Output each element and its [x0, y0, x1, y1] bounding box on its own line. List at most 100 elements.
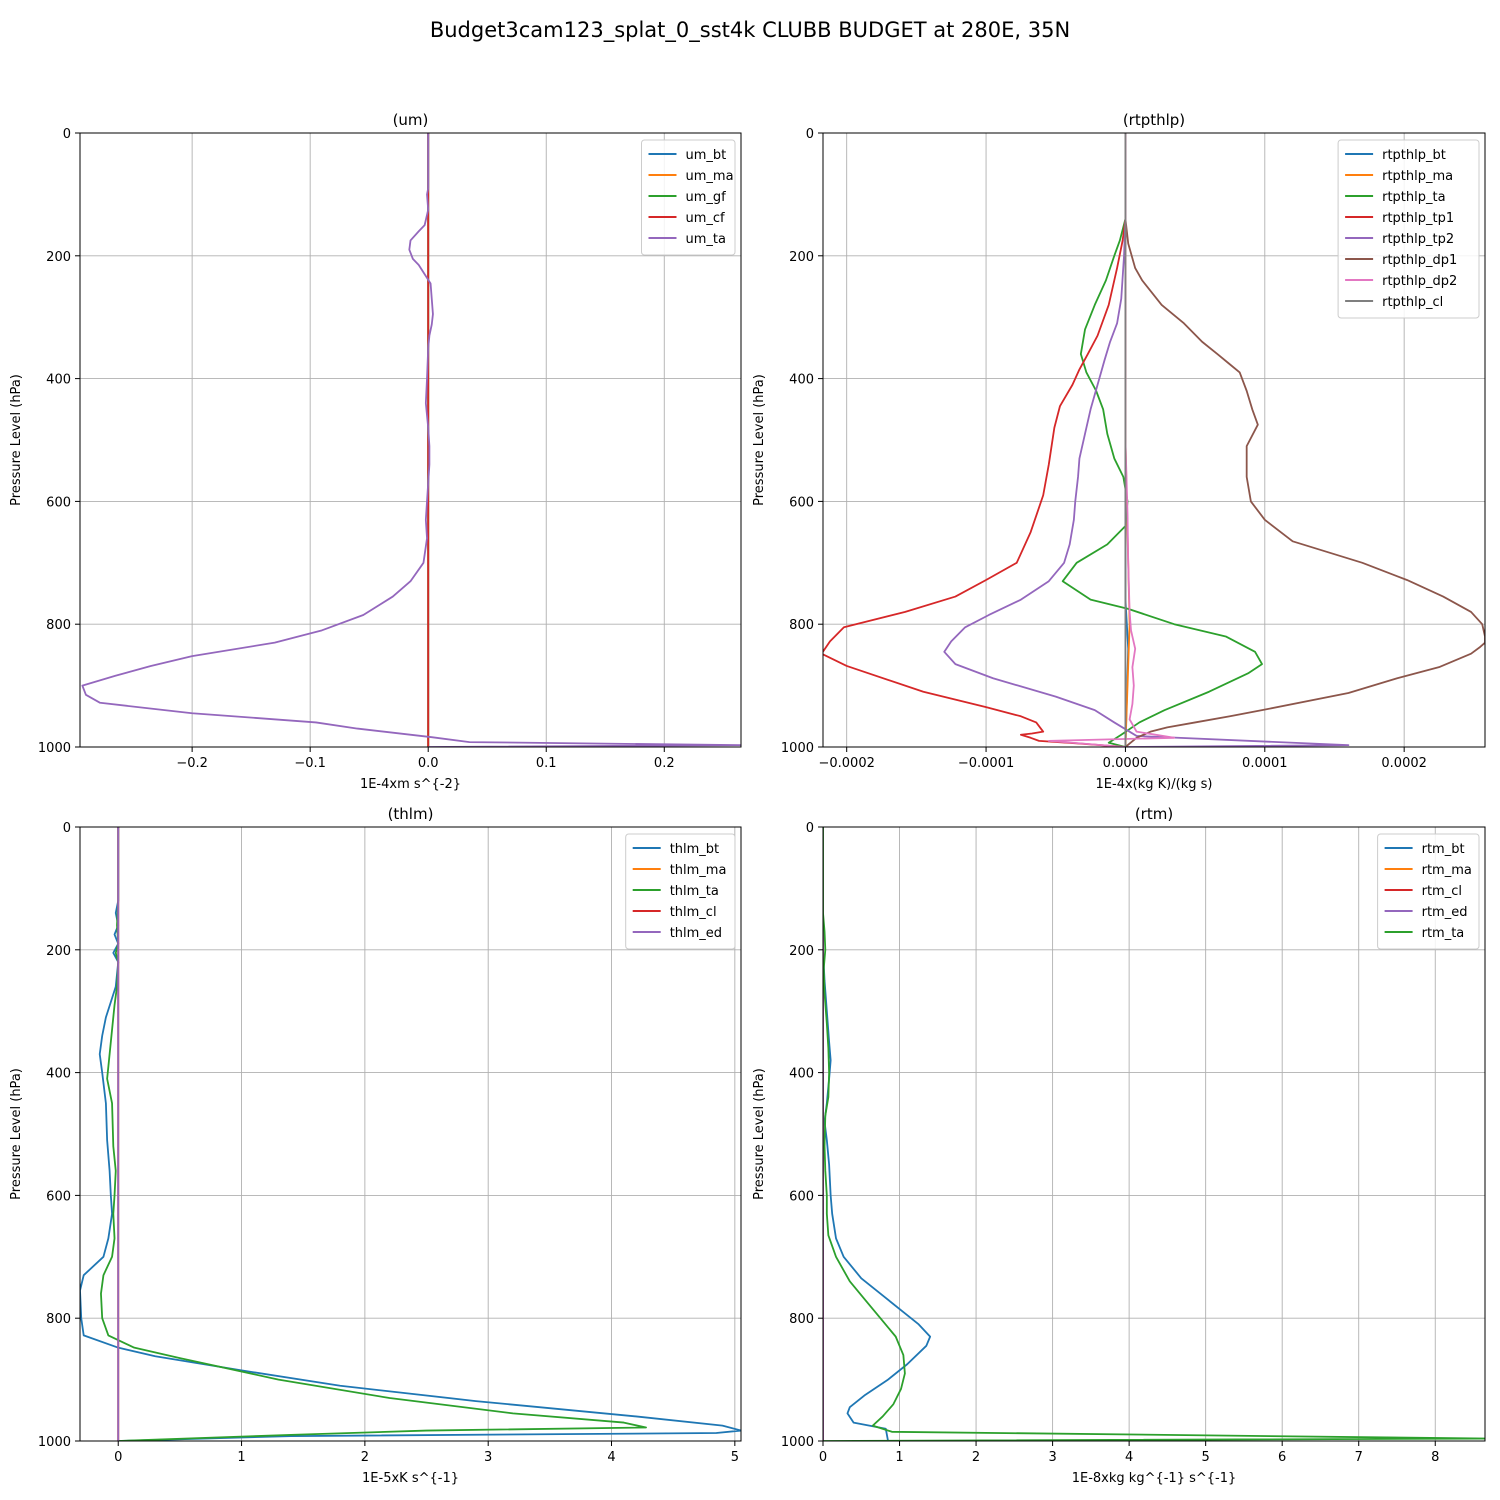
x-tick-label: −0.1	[294, 756, 326, 771]
x-tick-label: −0.0001	[958, 756, 1014, 771]
y-axis-label: Pressure Level (hPa)	[752, 1068, 767, 1200]
y-tick-label: 1000	[781, 1435, 814, 1450]
x-tick-label: 0.2	[654, 756, 675, 771]
y-axis-label: Pressure Level (hPa)	[9, 1068, 24, 1200]
series-line-rtpthlp_ta	[1061, 133, 1263, 747]
axes-frame	[79, 132, 742, 748]
y-tick-label: 400	[789, 373, 814, 388]
x-tick-label: 0.0	[418, 756, 439, 771]
x-tick-label: 0.0001	[1242, 756, 1288, 771]
y-axis-label: Pressure Level (hPa)	[752, 374, 767, 506]
legend-box	[1337, 139, 1480, 319]
axes-frame	[79, 826, 742, 1442]
series-line-rtm_ta	[823, 827, 1485, 1441]
y-tick-label: 400	[46, 373, 71, 388]
x-tick-label: 4	[1125, 1450, 1133, 1465]
legend-label: um_ta	[686, 232, 726, 247]
legend-label: rtpthlp_ma	[1382, 169, 1453, 184]
axes-frame	[822, 132, 1486, 748]
legend-label: rtpthlp_cl	[1382, 295, 1443, 310]
legend: rtpthlp_bt rtpthlp_ma rtpthlp_ta rtpthlp_tp…	[1337, 139, 1480, 319]
y-tick-label: 600	[46, 495, 71, 510]
x-axis-label: 1E-4x(kg K)/(kg s)	[1096, 777, 1213, 792]
panel-title: (um)	[393, 111, 429, 129]
y-tick-label: 0	[63, 127, 71, 142]
legend-box	[641, 139, 736, 256]
legend-label: rtm_ma	[1422, 863, 1472, 878]
x-tick-label: 5	[731, 1450, 739, 1465]
x-axis-label: 1E-8xkg kg^{-1} s^{-1}	[1072, 1471, 1237, 1486]
axes-frame	[822, 826, 1486, 1442]
x-tick-label: 8	[1431, 1450, 1439, 1465]
y-tick-label: 400	[46, 1067, 71, 1082]
legend-label: rtm_ed	[1422, 905, 1468, 920]
x-tick-label: 2	[972, 1450, 980, 1465]
legend-label: rtpthlp_tp2	[1382, 232, 1454, 247]
y-axis-label: Pressure Level (hPa)	[9, 374, 24, 506]
legend-label: rtpthlp_ta	[1382, 190, 1445, 205]
y-tick-label: 800	[789, 1312, 814, 1327]
figure-title: Budget3cam123_splat_0_sst4k CLUBB BUDGET…	[430, 18, 1070, 43]
panel-title: (thlm)	[388, 805, 434, 823]
x-tick-label: −0.2	[176, 756, 208, 771]
legend-label: rtm_cl	[1422, 884, 1462, 899]
panel-rtm: 0 1 2 3 4 5 6 7 8 0 200 400 600 800 1000 (rtm) 1E-8xkg k…	[752, 805, 1486, 1486]
panel-rtpthlp: −0.0002 −0.0001 0.0000 0.0001 0.0002 0 200 400 6…	[752, 111, 1486, 792]
legend-box	[625, 833, 736, 950]
y-tick-label: 1000	[781, 741, 814, 756]
legend-label: rtpthlp_dp2	[1382, 274, 1457, 289]
x-tick-label: 5	[1202, 1450, 1210, 1465]
legend: rtm_bt rtm_ma rtm_cl rtm_ed rtm_ta	[1377, 833, 1480, 950]
y-tick-label: 1000	[38, 741, 71, 756]
y-tick-label: 600	[789, 495, 814, 510]
x-tick-label: 1	[895, 1450, 903, 1465]
legend: thlm_bt thlm_ma thlm_ta thlm_cl thlm_ed	[625, 833, 736, 950]
x-axis-label: 1E-5xK s^{-1}	[362, 1471, 459, 1486]
series-line-thlm_bt	[80, 827, 741, 1441]
panel-um: −0.2 −0.1 0.0 0.1 0.2 0 200 400 600 800 1000 (um) 1E…	[9, 111, 742, 792]
x-tick-label: 0.1	[536, 756, 557, 771]
y-tick-label: 200	[46, 944, 71, 959]
series-line-rtpthlp_tp2	[943, 133, 1350, 747]
legend-label: rtm_bt	[1422, 842, 1465, 857]
x-tick-label: 3	[1048, 1450, 1056, 1465]
legend-label: thlm_ta	[670, 884, 719, 899]
series-line-rtpthlp_dp1	[1124, 133, 1485, 747]
x-tick-label: 0	[114, 1450, 122, 1465]
y-tick-label: 0	[806, 821, 814, 836]
legend-label: thlm_ed	[670, 926, 722, 941]
x-tick-label: −0.0002	[818, 756, 874, 771]
series-group	[823, 827, 1485, 1441]
legend-label: um_bt	[686, 148, 727, 163]
series-line-rtpthlp_dp2	[1047, 133, 1176, 747]
y-tick-label: 1000	[38, 1435, 71, 1450]
x-tick-label: 6	[1278, 1450, 1286, 1465]
panel-title: (rtm)	[1135, 805, 1173, 823]
legend-label: rtpthlp_dp1	[1382, 253, 1457, 268]
legend-label: thlm_bt	[670, 842, 719, 857]
series-line-um_ta	[81, 133, 741, 747]
x-tick-label: 2	[361, 1450, 369, 1465]
legend-box	[1377, 833, 1480, 950]
y-tick-label: 0	[63, 821, 71, 836]
series-line-rtm_bt	[823, 827, 932, 1441]
x-tick-label: 3	[484, 1450, 492, 1465]
legend-label: rtpthlp_tp1	[1382, 211, 1454, 226]
y-tick-label: 800	[46, 618, 71, 633]
x-axis-label: 1E-4xm s^{-2}	[360, 777, 461, 792]
legend-label: thlm_cl	[670, 905, 717, 920]
legend-label: um_gf	[686, 190, 727, 205]
series-group	[81, 133, 741, 747]
x-tick-label: 4	[607, 1450, 615, 1465]
x-tick-label: 0.0002	[1381, 756, 1427, 771]
panel-thlm: 0 1 2 3 4 5 0 200 400 600 800 1000 (thlm) 1E-5xK s^{-…	[9, 805, 742, 1486]
legend-label: rtpthlp_bt	[1382, 148, 1446, 163]
y-tick-label: 800	[46, 1312, 71, 1327]
panel-title: (rtpthlp)	[1123, 111, 1185, 129]
legend-label: um_cf	[686, 211, 726, 226]
y-tick-label: 200	[46, 250, 71, 265]
x-tick-label: 7	[1355, 1450, 1363, 1465]
y-tick-label: 800	[789, 618, 814, 633]
y-tick-label: 600	[46, 1189, 71, 1204]
